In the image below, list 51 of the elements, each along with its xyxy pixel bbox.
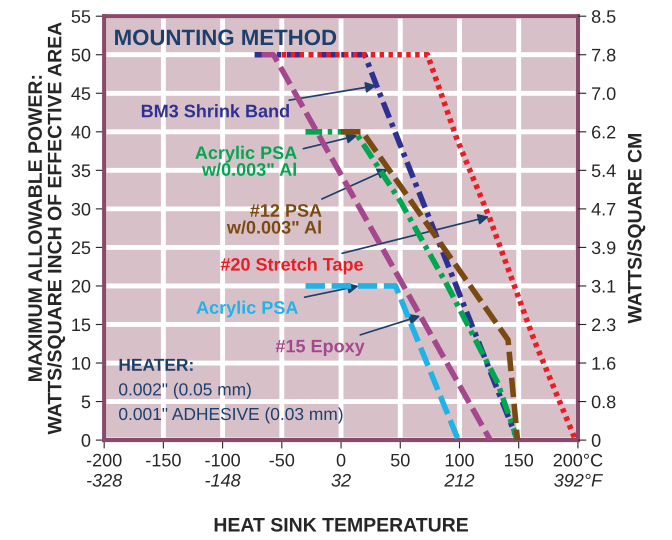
annotation: 0.002" (0.05 mm) [119, 382, 251, 399]
annotation: 0.001" ADHESIVE (0.03 mm) [119, 407, 342, 424]
annotation: HEATER: [120, 358, 193, 371]
y-tick-label: 20 [72, 280, 90, 293]
y-axis-title: MAXIMUM ALLOWABLE POWER: WATTS/SQUARE INCH OF EFFECTIVE AREA [28, 22, 66, 434]
y2-tick-label: 0 [592, 434, 600, 447]
y-tick-label: 45 [71, 87, 90, 100]
x-tick-label: -100 [205, 454, 240, 467]
y2-axis-title: WATTS/SQUARE CM [627, 134, 646, 324]
text: #20 Stretch Tape [220, 258, 363, 274]
x-tick-label: 50 [390, 454, 410, 467]
x2-tick-label: -148 [205, 474, 241, 487]
text: #12 PSA w/0.003" Al [226, 204, 322, 234]
y-tick-label: 55 [72, 10, 90, 23]
x-tick-label: 200°C [554, 454, 602, 467]
x2-tick-label: 392°F [554, 474, 603, 487]
y2-tick-label: 0.8 [592, 396, 616, 408]
y-tick-label: 50 [72, 48, 90, 62]
y-tick-label: 10 [72, 356, 90, 370]
y-tick-label: 30 [72, 202, 90, 216]
y-tick-label: 0 [82, 434, 90, 447]
y-tick-label: 5 [82, 396, 90, 408]
y-tick-label: 35 [72, 164, 90, 178]
x-tick-label: 0 [336, 454, 346, 467]
x2-tick-label: 212 [444, 474, 474, 487]
x2-tick-label: 32 [331, 474, 351, 487]
y-tick-label: 25 [72, 241, 90, 254]
y2-tick-label: 3.1 [592, 280, 616, 293]
x-tick-label: -200 [86, 454, 122, 467]
x-tick-label: 100 [446, 454, 474, 467]
x2-tick-label: -328 [87, 474, 122, 487]
y2-tick-label: 6.2 [592, 126, 616, 139]
text: BM3 Shrink Band [142, 104, 289, 118]
x-tick-label: -50 [270, 454, 294, 467]
y2-tick-label: 7.8 [592, 48, 616, 62]
y2-tick-label: 3.9 [592, 241, 616, 254]
y2-tick-label: 2.3 [592, 318, 616, 332]
x-axis-title: HEAT SINK TEMPERATURE [214, 518, 468, 532]
chart-title: MOUNTING METHOD [115, 30, 336, 46]
y2-tick-label: 8.5 [592, 10, 616, 23]
series-label: Acrylic PSA [196, 300, 298, 318]
y-tick-label: 15 [72, 318, 90, 332]
y-tick-label: 40 [71, 126, 90, 139]
x-tick-label: -150 [146, 454, 181, 467]
x-tick-label: 150 [505, 454, 534, 467]
y2-tick-label: 4.7 [592, 203, 616, 216]
y2-tick-label: 7.0 [592, 87, 616, 100]
y2-tick-label: 1.6 [592, 356, 616, 370]
text: #15 Epoxy [276, 340, 365, 356]
y2-tick-label: 5.4 [592, 164, 616, 178]
series-label: Acrylic PSA w/0.003" Al [195, 146, 297, 176]
